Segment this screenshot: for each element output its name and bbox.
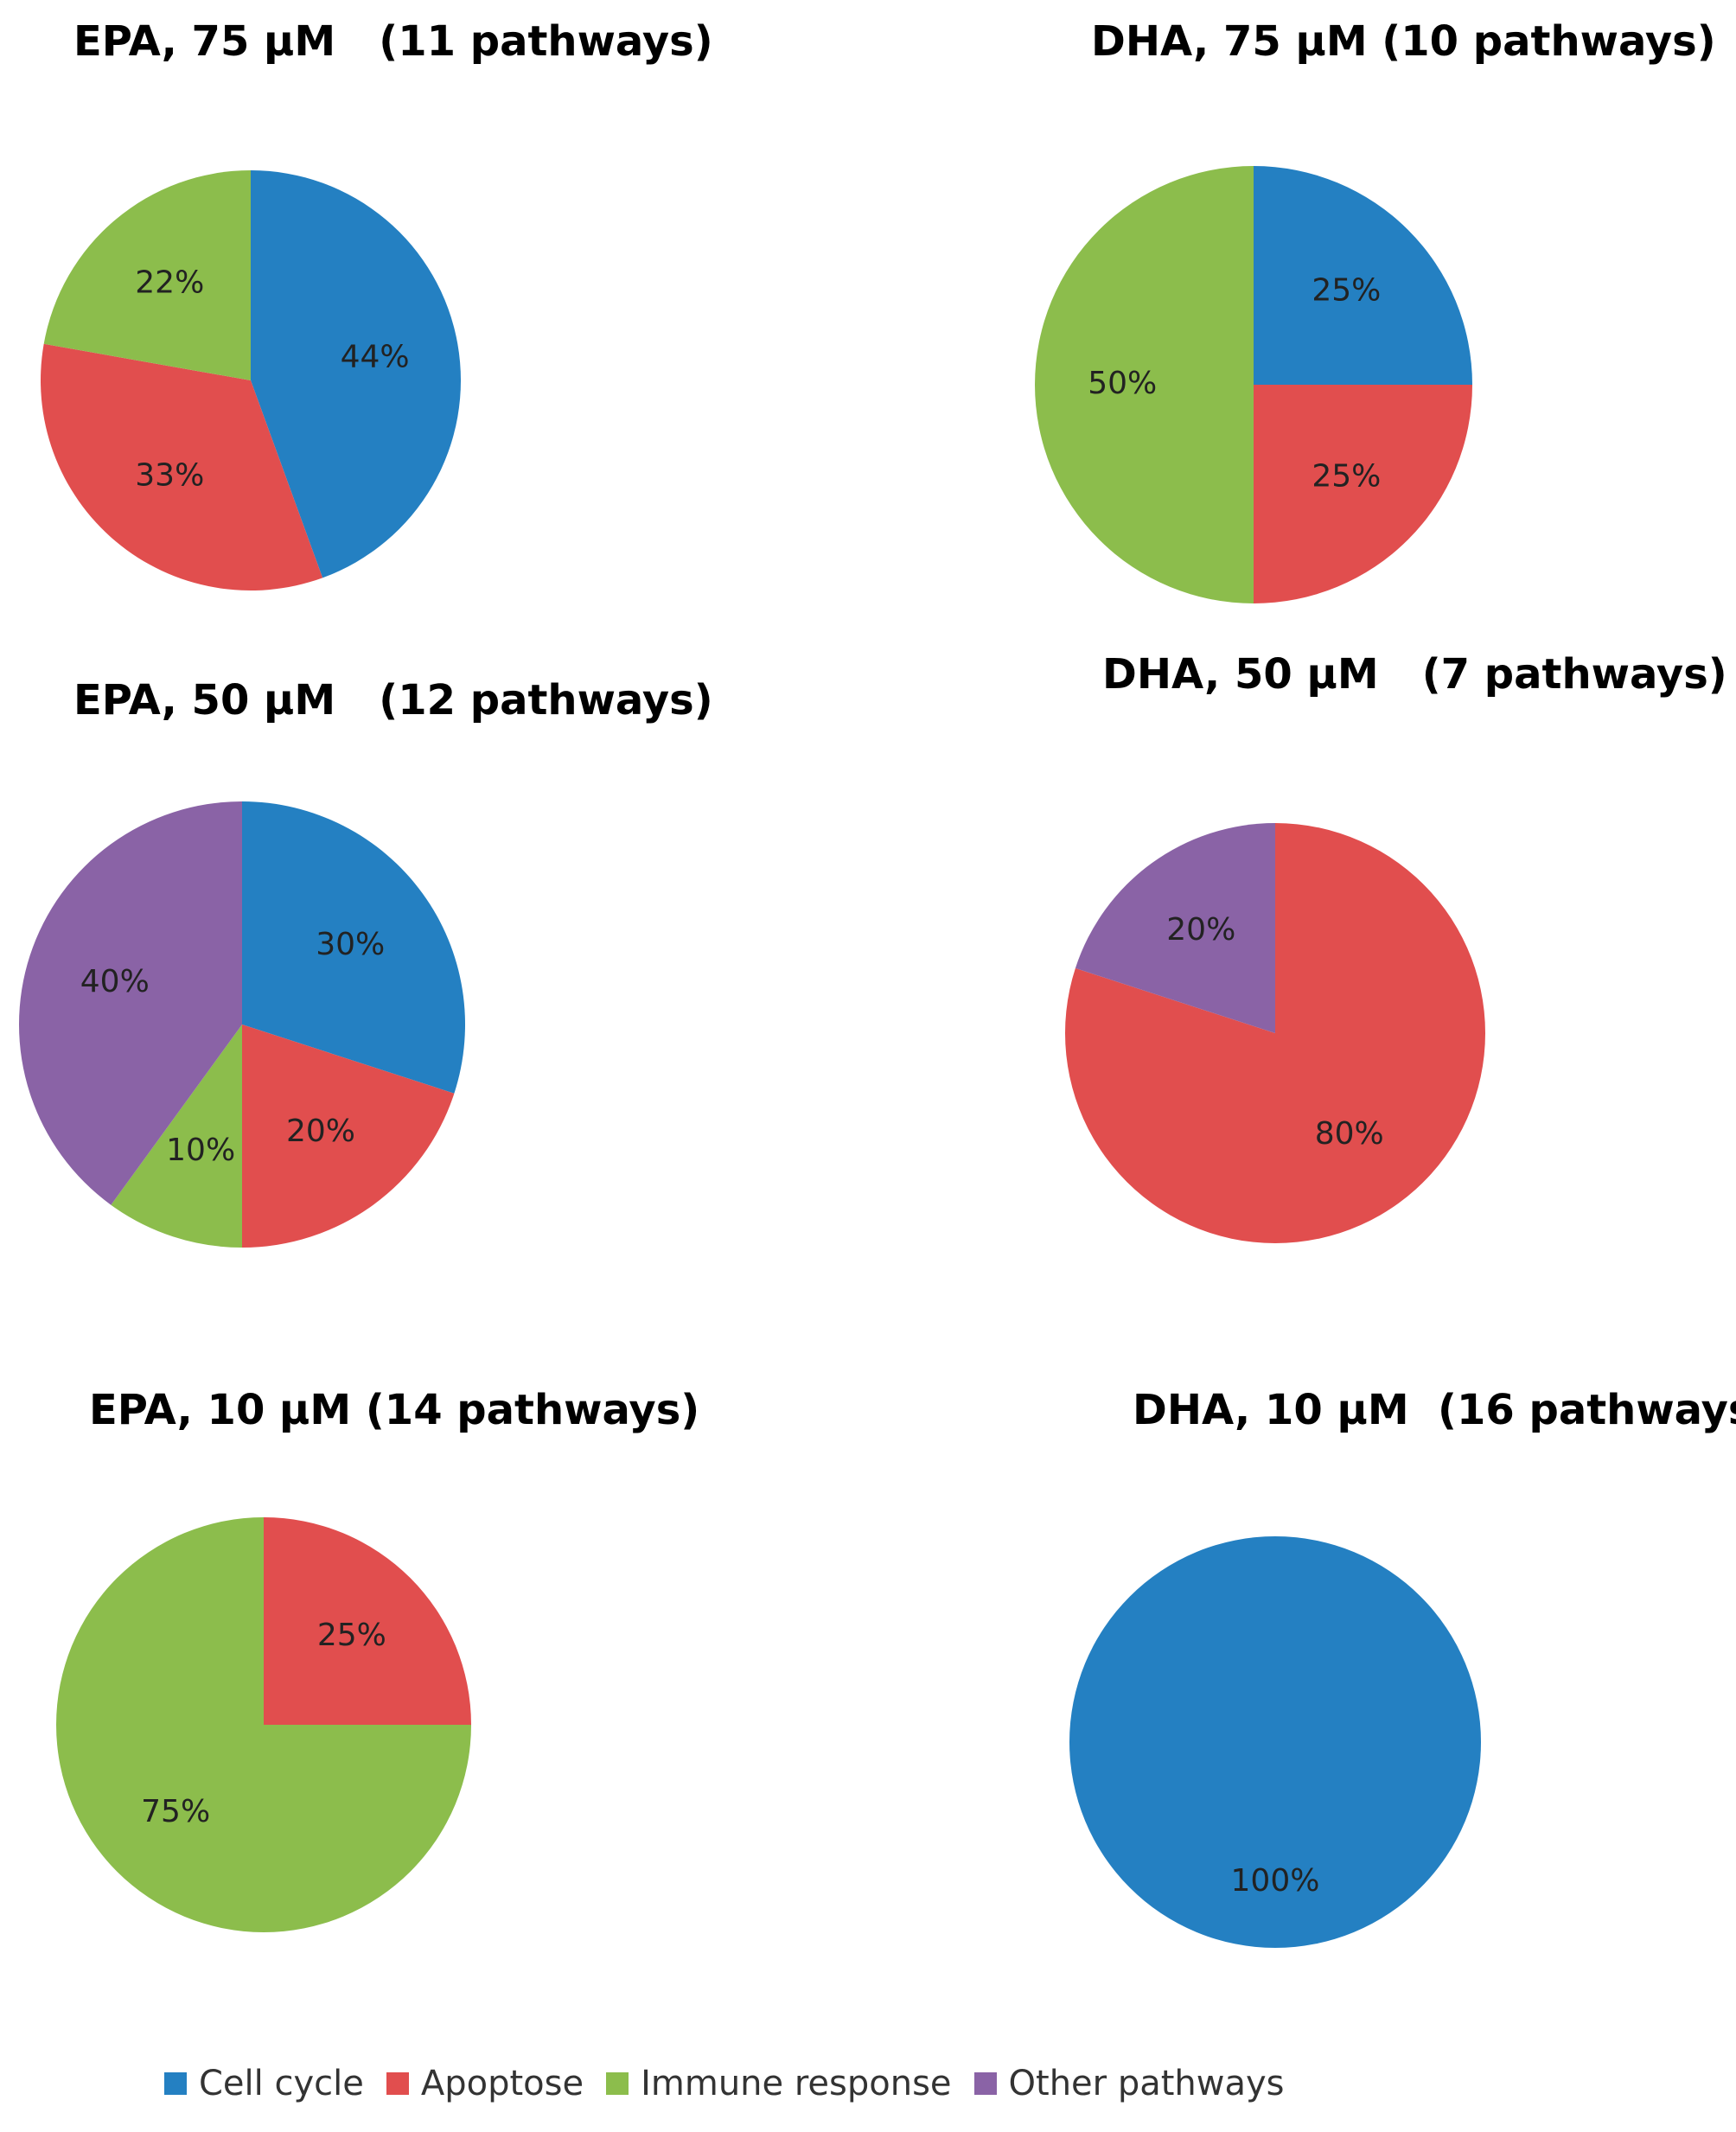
slice-label-apoptose: 25% bbox=[1312, 458, 1381, 494]
pie-chart-5: 25% 75% bbox=[56, 1517, 471, 1932]
pie-slice-cell-cycle bbox=[251, 170, 461, 578]
slice-label-apoptose: 20% bbox=[286, 1114, 355, 1149]
pie-slice-cell-cycle bbox=[1069, 1536, 1481, 1948]
slice-label-other-pathways: 20% bbox=[1166, 912, 1235, 948]
pie-chart-4: 80% 20% bbox=[1065, 823, 1486, 1243]
slice-label-immune-response: 22% bbox=[135, 265, 204, 300]
pie-chart-2: 25% 25% 50% bbox=[1035, 166, 1472, 603]
pie-chart-3: 30% 20% 10% 40% bbox=[18, 801, 465, 1248]
legend-label-apoptose: Apoptose bbox=[420, 2064, 584, 2103]
slice-label-cell-cycle: 44% bbox=[341, 340, 410, 375]
pie-slice-immune-response bbox=[43, 170, 252, 380]
pie-slice-other-pathways bbox=[1075, 823, 1275, 1033]
slice-label-cell-cycle: 30% bbox=[316, 927, 385, 962]
legend-item-other-pathways: Other pathways bbox=[973, 2064, 1285, 2103]
legend-swatch-other-pathways bbox=[973, 2072, 997, 2095]
slice-label-immune-response: 50% bbox=[1088, 366, 1157, 401]
legend-swatch-immune-response bbox=[606, 2072, 629, 2095]
slice-label-apoptose: 25% bbox=[317, 1618, 386, 1653]
slice-label-other-pathways: 40% bbox=[80, 964, 150, 999]
pie-slice-cell-cycle bbox=[242, 801, 465, 1094]
legend-item-immune-response: Immune response bbox=[606, 2064, 952, 2103]
legend-item-cell-cycle: Cell cycle bbox=[164, 2064, 364, 2103]
legend-label-immune-response: Immune response bbox=[641, 2064, 952, 2103]
legend-item-apoptose: Apoptose bbox=[386, 2064, 584, 2103]
chart-title-epa-50: EPA, 50 µM (12 pathways) bbox=[73, 676, 713, 724]
legend: Cell cycle Apoptose Immune response Othe… bbox=[164, 2058, 1307, 2110]
legend-swatch-cell-cycle bbox=[164, 2072, 187, 2095]
slice-label-apoptose: 80% bbox=[1315, 1116, 1384, 1152]
chart-title-dha-10: DHA, 10 µM (16 pathways) bbox=[1133, 1386, 1736, 1434]
slice-label-cell-cycle: 100% bbox=[1231, 1863, 1320, 1899]
pie-slice-apoptose bbox=[264, 1517, 471, 1725]
pie-slice-apoptose bbox=[242, 1025, 455, 1248]
pie-slice-immune-response bbox=[56, 1517, 471, 1932]
slice-label-cell-cycle: 25% bbox=[1312, 273, 1381, 309]
slice-label-immune-response: 75% bbox=[141, 1794, 210, 1829]
pie-slice-apoptose bbox=[41, 343, 323, 590]
pie-chart-1: 44% 33% 22% bbox=[41, 170, 461, 590]
slice-label-immune-response: 10% bbox=[166, 1133, 235, 1168]
pie-slice-cell-cycle bbox=[1254, 166, 1472, 385]
slice-label-apoptose: 33% bbox=[135, 458, 204, 494]
pie-slice-other-pathways bbox=[18, 801, 242, 1205]
chart-title-dha-50: DHA, 50 µM (7 pathways) bbox=[1102, 650, 1727, 699]
pie-chart-6: 100% bbox=[1069, 1536, 1481, 1948]
pie-slice-immune-response bbox=[1035, 166, 1254, 603]
legend-label-other-pathways: Other pathways bbox=[1008, 2064, 1285, 2103]
pie-slice-immune-response bbox=[111, 1025, 242, 1248]
chart-title-dha-75: DHA, 75 µM (10 pathways) bbox=[1091, 17, 1716, 66]
chart-title-epa-75: EPA, 75 µM (11 pathways) bbox=[73, 17, 713, 66]
chart-title-epa-10: EPA, 10 µM (14 pathways) bbox=[89, 1386, 700, 1434]
legend-swatch-apoptose bbox=[386, 2072, 409, 2095]
legend-label-cell-cycle: Cell cycle bbox=[199, 2064, 364, 2103]
pie-slice-apoptose bbox=[1254, 385, 1472, 603]
